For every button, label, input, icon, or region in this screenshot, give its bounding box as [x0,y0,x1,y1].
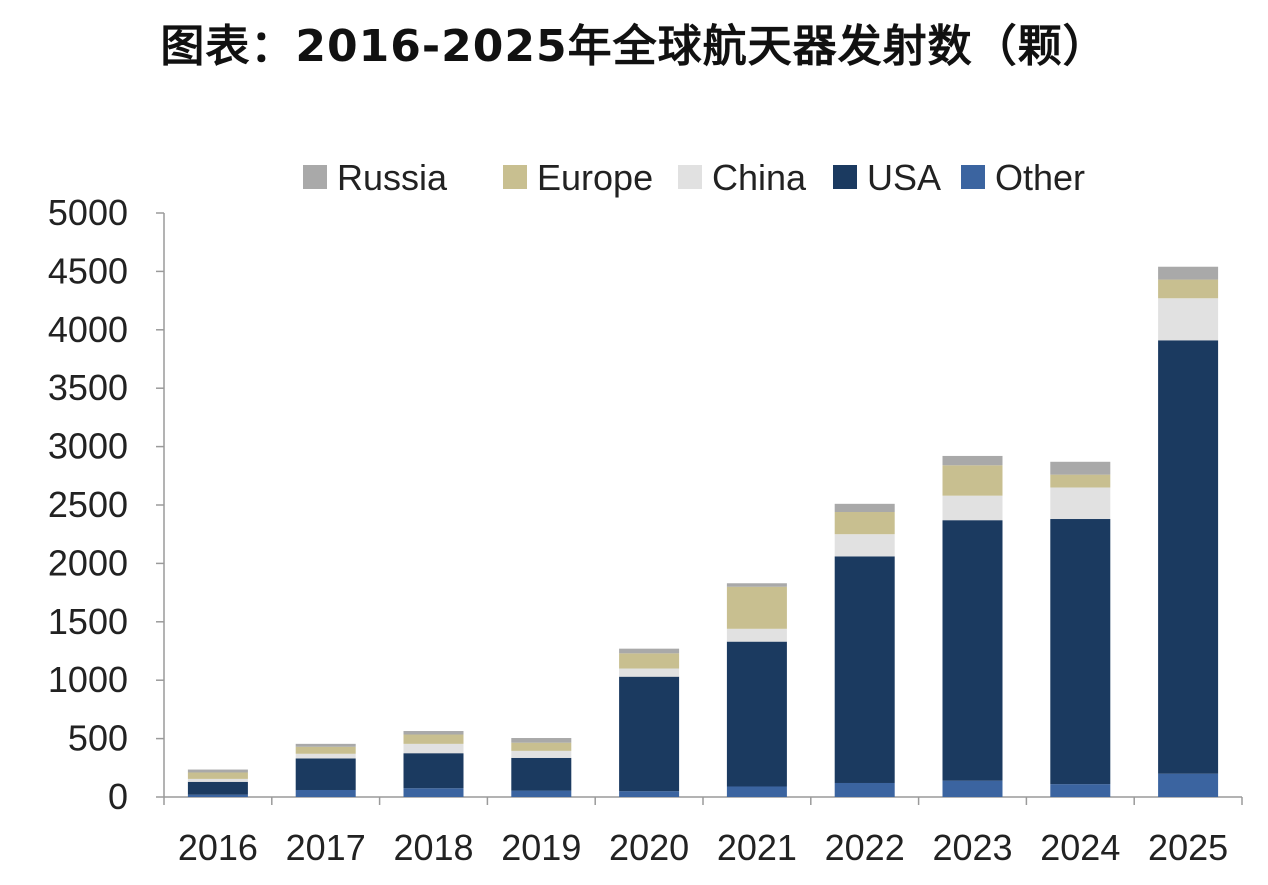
bar-other-2023 [942,780,1003,797]
bar-china-2022 [834,534,895,557]
y-tick-label: 4000 [48,309,128,350]
x-tick-label: 2025 [1148,827,1228,868]
bar-europe-2025 [1158,279,1219,299]
y-tick-label: 2500 [48,484,128,525]
bar-other-2025 [1158,773,1219,797]
legend-label-europe: Europe [537,157,653,198]
bar-china-2021 [726,628,787,642]
bar-china-2023 [942,495,1003,521]
y-tick-label: 500 [68,718,128,759]
bar-usa-2021 [726,641,787,787]
y-tick-label: 2000 [48,542,128,583]
bar-europe-2017 [295,746,356,754]
bar-china-2020 [619,668,680,677]
bar-europe-2016 [187,772,248,779]
bar-china-2024 [1050,487,1111,520]
bar-europe-2023 [942,465,1003,496]
y-tick-label: 4500 [48,250,128,291]
y-tick-label: 5000 [48,192,128,233]
legend-swatch-europe [503,165,527,189]
bar-usa-2023 [942,520,1003,781]
bar-china-2017 [295,753,356,759]
bar-europe-2019 [511,742,572,751]
x-tick-label: 2021 [717,827,797,868]
bar-other-2019 [511,790,572,797]
y-tick-label: 1500 [48,601,128,642]
x-tick-label: 2017 [286,827,366,868]
y-tick-label: 3000 [48,426,128,467]
x-tick-label: 2019 [501,827,581,868]
bar-europe-2018 [403,734,464,744]
bar-other-2020 [619,791,680,797]
bar-china-2019 [511,750,572,758]
bars [187,266,1219,797]
bar-europe-2021 [726,586,787,629]
bar-usa-2024 [1050,519,1111,785]
bar-usa-2025 [1158,340,1219,774]
legend: Russia Europe China USA Other [303,157,1085,198]
bar-russia-2022 [834,503,895,513]
bar-russia-2017 [295,743,356,747]
x-tick-label: 2022 [825,827,905,868]
bar-russia-2020 [619,648,680,654]
bar-russia-2016 [187,769,248,773]
bar-usa-2020 [619,676,680,792]
x-tick-label: 2016 [178,827,258,868]
bar-other-2017 [295,789,356,797]
bar-europe-2024 [1050,474,1111,488]
bar-other-2022 [834,782,895,797]
bar-other-2018 [403,788,464,797]
x-axis: 2016 2017 2018 2019 2020 2021 2022 2023 2024 2025 [163,796,1243,868]
legend-swatch-usa [833,165,857,189]
legend-label-russia: Russia [337,157,448,198]
x-tick-label: 2020 [609,827,689,868]
x-tick-label: 2024 [1040,827,1120,868]
y-tick-label: 1000 [48,659,128,700]
y-axis: 0 500 1000 1500 2000 2500 3000 3500 4000 4500 5000 [48,192,165,817]
y-tick-label: 0 [108,776,128,817]
bar-russia-2023 [942,455,1003,466]
legend-swatch-other [961,165,985,189]
bar-russia-2024 [1050,461,1111,475]
bar-russia-2025 [1158,266,1219,280]
y-tick-label: 3500 [48,367,128,408]
bar-europe-2020 [619,653,680,669]
bar-usa-2019 [511,757,572,791]
legend-label-china: China [712,157,807,198]
bar-russia-2019 [511,738,572,743]
bar-usa-2018 [403,753,464,789]
bar-china-2025 [1158,298,1219,341]
bar-china-2018 [403,743,464,754]
legend-label-usa: USA [867,157,941,198]
legend-swatch-russia [303,165,327,189]
bar-other-2024 [1050,784,1111,797]
bar-europe-2022 [834,512,895,535]
bar-usa-2017 [295,758,356,790]
x-tick-label: 2018 [393,827,473,868]
bar-usa-2022 [834,556,895,783]
bar-other-2021 [726,786,787,797]
bar-russia-2018 [403,731,464,735]
legend-swatch-china [678,165,702,189]
bar-russia-2021 [726,583,787,587]
x-tick-label: 2023 [932,827,1012,868]
bar-china-2016 [187,778,248,782]
legend-label-other: Other [995,157,1085,198]
chart-title: 图表：2016-2025年全球航天器发射数（颗） [160,21,1108,72]
bar-usa-2016 [187,781,248,795]
bar-other-2016 [187,794,248,797]
